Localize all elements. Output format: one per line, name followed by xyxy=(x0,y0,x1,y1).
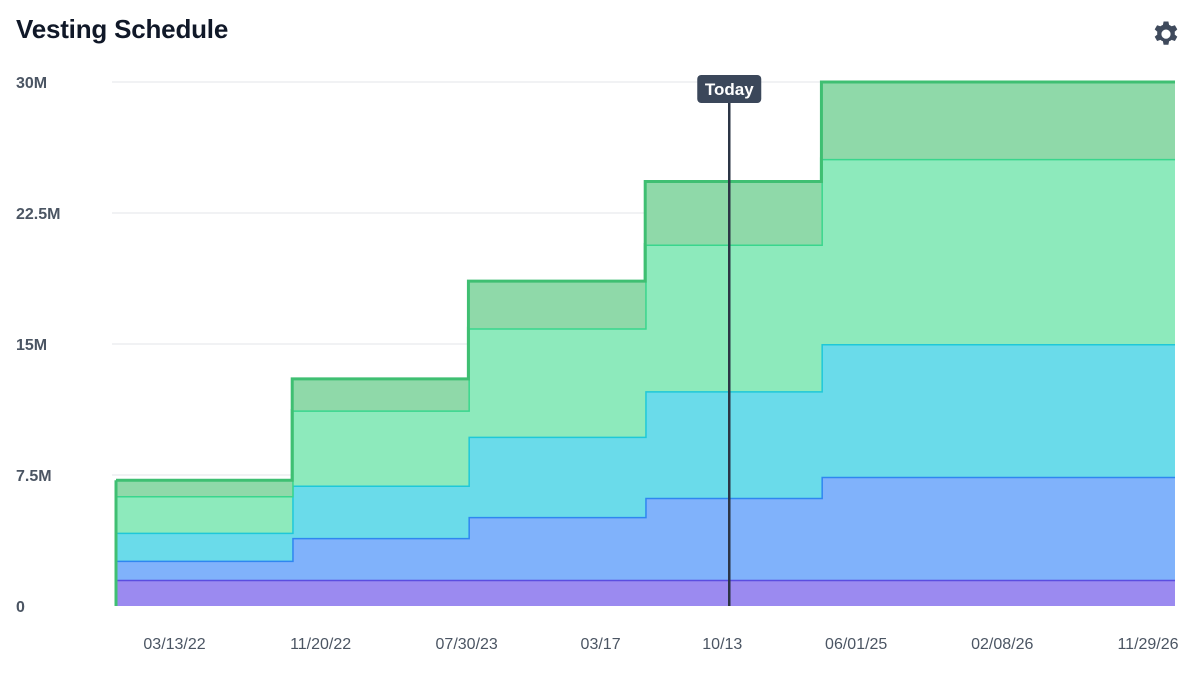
x-tick-label: 02/08/26 xyxy=(971,636,1033,653)
series-area-5 xyxy=(116,82,1175,496)
page-title: Vesting Schedule xyxy=(16,14,229,44)
x-tick-label: 03/17 xyxy=(581,636,621,653)
x-tick-label: 03/13/22 xyxy=(143,636,205,653)
y-tick-label: 0 xyxy=(16,599,25,616)
x-tick-label: 06/01/25 xyxy=(825,636,887,653)
series-area-2 xyxy=(116,476,1175,580)
series-line-5 xyxy=(116,80,1175,482)
series-area-3 xyxy=(116,344,1175,561)
y-tick-label: 15M xyxy=(16,337,47,354)
x-tick-label: 11/20/22 xyxy=(290,636,351,653)
series-area-4 xyxy=(116,158,1175,533)
x-tick-label: 11/29/26 xyxy=(1117,636,1178,653)
x-tick-label: 07/30/23 xyxy=(436,636,498,653)
today-badge xyxy=(697,75,762,103)
today-label: Today xyxy=(705,80,754,99)
series-area-1 xyxy=(116,579,1175,606)
gear-icon[interactable] xyxy=(1150,18,1182,50)
y-tick-label: 22.5M xyxy=(16,206,60,223)
x-tick-label: 10/13 xyxy=(702,636,742,653)
y-tick-label: 7.5M xyxy=(16,468,52,485)
y-tick-label: 30M xyxy=(16,75,47,92)
